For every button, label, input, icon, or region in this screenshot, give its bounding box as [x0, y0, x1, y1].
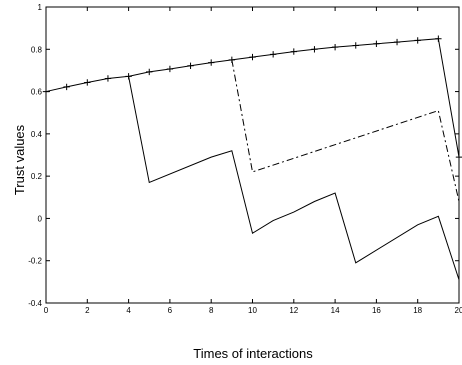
y-tick-label: 0.8 [31, 45, 43, 54]
x-tick-label: 6 [168, 306, 173, 315]
plus-marker [373, 40, 380, 47]
plus-marker [311, 46, 318, 53]
y-tick-label: 1 [38, 3, 43, 12]
x-tick-label: 14 [331, 306, 340, 315]
plus-marker [269, 51, 277, 58]
plus-marker [104, 75, 112, 82]
series-markers-1 [42, 35, 462, 161]
plus-marker [146, 68, 153, 76]
plus-marker [331, 43, 339, 51]
y-tick-label: 0 [38, 214, 43, 223]
x-tick-label: 2 [85, 306, 90, 315]
x-tick-label: 4 [126, 306, 131, 315]
x-axis-label: Times of interactions [193, 346, 313, 361]
plot-border [45, 6, 460, 304]
plus-marker [352, 42, 359, 49]
plus-marker [435, 35, 442, 42]
plus-marker [42, 88, 50, 95]
plus-marker [84, 79, 91, 86]
series-line-3 [128, 76, 460, 280]
y-axis-label: Trust values [12, 124, 27, 195]
y-tick-labels: -0.4 -0.2 0 0.2 0.4 0.6 0.8 1 [28, 3, 42, 308]
plus-marker [455, 153, 462, 161]
plus-marker [166, 65, 174, 73]
x-tick-label: 8 [209, 306, 214, 315]
x-tick-label: 12 [289, 306, 298, 315]
x-tick-label: 18 [413, 306, 422, 315]
plus-marker [414, 37, 421, 44]
y-tick-label: 0.2 [31, 172, 43, 181]
plus-marker [393, 38, 401, 46]
y-tick-label: 0.4 [31, 130, 43, 139]
plus-marker [290, 48, 297, 55]
plus-marker [63, 83, 70, 91]
x-tick-label: 20 [455, 306, 462, 315]
plus-marker [187, 62, 194, 69]
plus-marker [249, 53, 256, 61]
y-tick-label: 0.6 [31, 88, 43, 97]
x-tick-label: 0 [44, 306, 49, 315]
series-line-2 [231, 59, 460, 202]
series-layer [42, 35, 462, 280]
x-tick-labels: 0 2 4 6 8 10 12 14 16 18 20 [44, 306, 462, 315]
plot-frame [45, 6, 460, 304]
x-tick-label: 16 [372, 306, 381, 315]
plus-marker [208, 59, 215, 66]
axis-ticks [45, 6, 460, 304]
y-tick-label: -0.2 [28, 257, 42, 266]
x-tick-label: 10 [248, 306, 257, 315]
y-tick-label: -0.4 [28, 299, 42, 308]
